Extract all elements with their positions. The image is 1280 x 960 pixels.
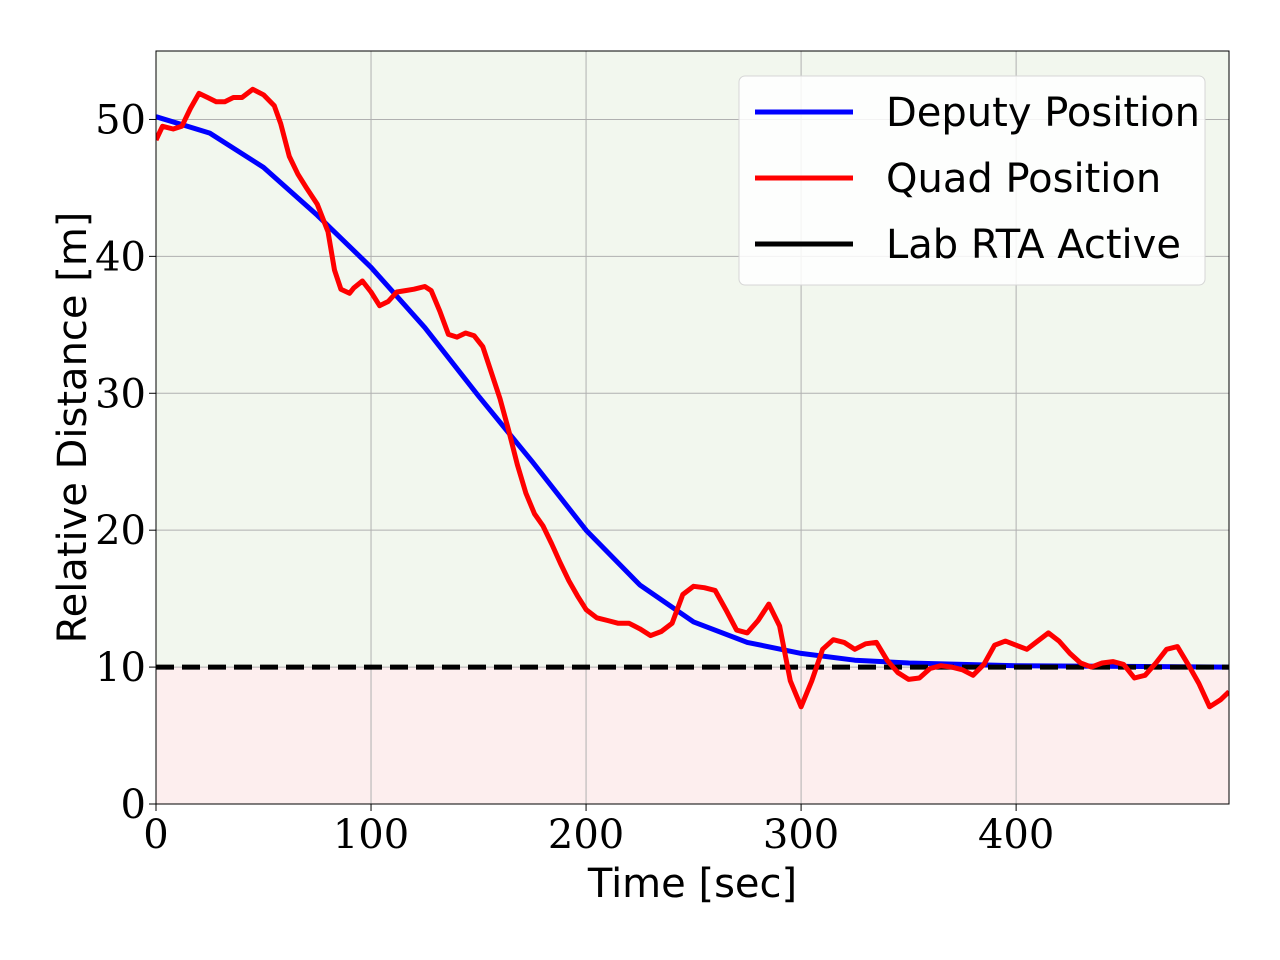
x-tick-label: 100 xyxy=(333,812,409,858)
plot-frame xyxy=(155,50,1230,805)
x-axis-label: Time [sec] xyxy=(587,861,797,907)
region-unsafe xyxy=(156,667,1229,804)
legend-label: Lab RTA Active xyxy=(886,222,1181,268)
legend-label: Deputy Position xyxy=(886,90,1200,136)
y-tick-label: 40 xyxy=(95,234,146,280)
axis-ticks: 0 100 200 300 400 0 10 20 30 40 50 xyxy=(95,97,1054,858)
x-tick-label: 300 xyxy=(763,812,839,858)
legend: Deputy Position Quad Position Lab RTA Acti… xyxy=(738,75,1206,286)
y-axis-label: Relative Distance [m] xyxy=(50,212,96,644)
y-tick-label: 30 xyxy=(95,371,146,417)
y-tick-label: 10 xyxy=(95,645,146,691)
y-tick-label: 20 xyxy=(95,508,146,554)
legend-label: Quad Position xyxy=(886,156,1161,202)
legend-box xyxy=(738,75,1206,286)
y-tick-label: 0 xyxy=(121,782,146,828)
series-line-quad-position xyxy=(156,86,1229,710)
series-line-deputy-position xyxy=(156,114,1229,670)
x-tick-label: 0 xyxy=(143,812,168,858)
y-tick-label: 50 xyxy=(95,97,146,143)
series-lines xyxy=(156,86,1229,710)
x-tick-label: 200 xyxy=(548,812,624,858)
x-tick-label: 400 xyxy=(978,812,1054,858)
